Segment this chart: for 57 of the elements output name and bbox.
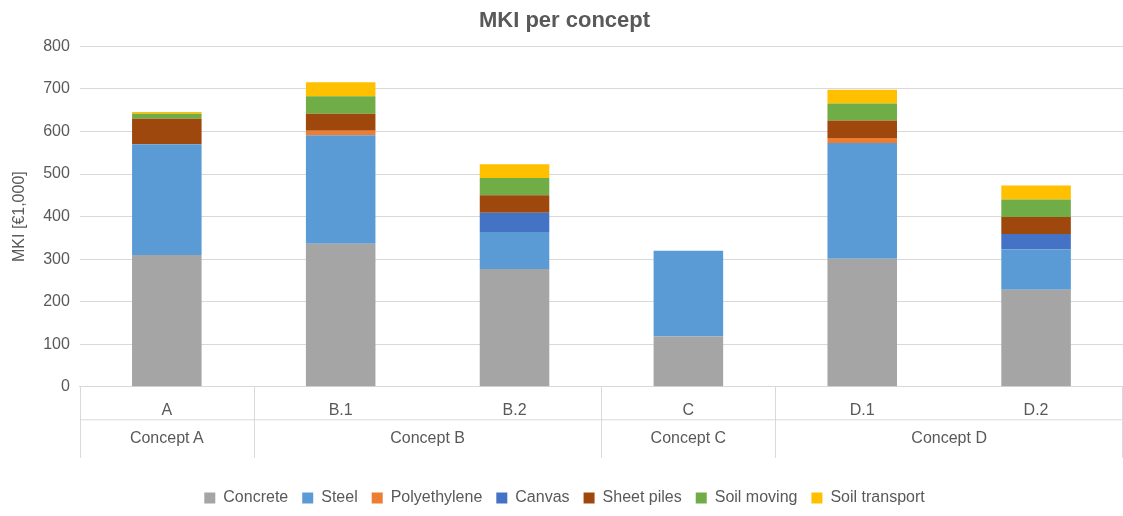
bar [479,164,550,178]
legend-label: Sheet piles [602,488,682,506]
bar [827,89,897,104]
bar [1001,199,1071,218]
bar [827,142,897,259]
legend-label: Polyethylene [390,488,483,506]
y-axis-title: MKI [€1,000] [10,171,28,262]
x-tick-label: B.2 [502,400,527,418]
text: Concept D [911,429,987,447]
legend-label: Soil moving [714,488,798,506]
bar [1001,249,1071,290]
text: Concept C [650,429,727,447]
text: Concept A [129,429,205,447]
legend-label: Steel [321,488,358,506]
bar [1001,185,1071,200]
text: Concept B [390,429,465,447]
legend-label: Soil transport [830,488,926,506]
y-tick-label: 400 [43,207,70,225]
y-tick-label: 0 [60,377,70,395]
x-tick-label: A [161,400,173,418]
bar [479,231,550,269]
x-tick-label: D.1 [849,400,875,418]
chart-title: MKI per concept [478,7,651,33]
bar [132,118,202,145]
y-tick-label: 800 [43,36,70,54]
y-tick-label: 300 [43,249,70,267]
bar [653,336,724,387]
bar [827,103,897,121]
bar [479,177,550,196]
legend-label: Concrete [223,488,289,506]
bar [479,268,550,387]
y-tick-label: 600 [43,121,70,139]
bar [479,212,550,232]
x-tick-label: D.2 [1023,400,1049,418]
bar [827,137,897,143]
y-tick-label: 700 [43,79,70,97]
bar [305,82,376,97]
bar [1001,234,1071,250]
bar [132,144,202,255]
bar [305,135,376,244]
legend-label: Canvas [515,488,570,506]
bar [827,120,897,138]
bar [1001,217,1071,235]
bar [305,113,376,131]
x-tick-label: B.1 [328,400,353,418]
bar [1001,289,1071,387]
x-tick-label: C [682,400,695,418]
bar [305,243,376,387]
bar [132,254,202,387]
y-tick-label: 500 [43,164,70,182]
bar [653,250,724,337]
y-tick-label: 100 [43,334,70,352]
bar [132,113,202,119]
bar [479,195,550,213]
bar [305,96,376,114]
bar [827,258,897,387]
y-tick-label: 200 [43,292,70,310]
